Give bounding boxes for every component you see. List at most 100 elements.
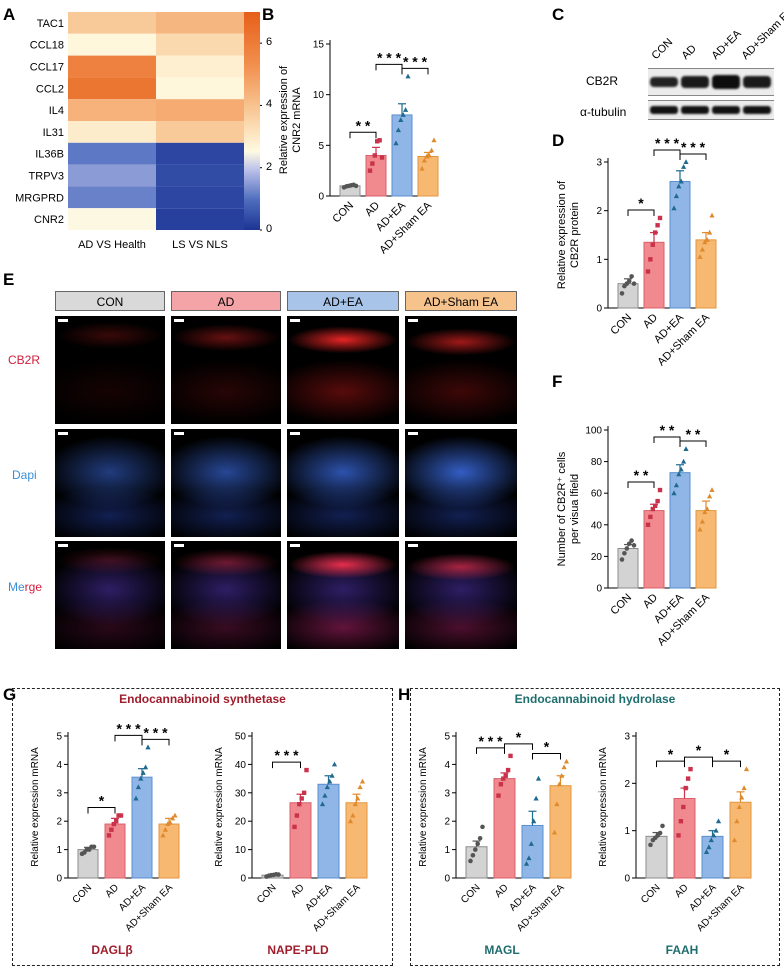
data-point [352,801,358,807]
y-tick-label: 5 [318,141,324,152]
bar [669,180,691,309]
data-point [475,841,480,847]
y-tick-label: 4 [56,760,62,771]
scale-bar [174,544,184,547]
data-point [622,550,627,556]
heatmap-row-label: CCL2 [36,83,64,95]
data-point [688,766,693,772]
micrograph-merge-con [55,541,165,649]
data-point [715,818,722,824]
data-point [468,858,473,864]
data-point [331,761,338,767]
data-point [327,778,333,784]
x-tick-label: CON [255,882,279,906]
significance-label: * [724,746,730,762]
data-point [106,833,112,838]
data-point [657,830,663,836]
data-point [713,827,719,833]
chart-cb2r-protein: 0 1 2 3 Relative expression of CB2R protein CO… [556,135,717,368]
x-tick-label: AD [641,592,660,611]
data-point [496,793,501,798]
data-point [648,514,653,520]
data-point [702,239,708,245]
data-point [657,215,663,221]
x-tick-label: AD [104,882,122,900]
y-tick-label: 20 [591,552,603,563]
header-ad: AD [171,291,281,311]
data-point [419,165,425,171]
data-point [528,841,534,846]
heatmap-row-label: IL31 [43,127,64,139]
scale-bar [290,432,300,435]
bar [549,785,572,879]
data-point [683,785,688,791]
data-point [673,193,679,199]
colorbar [244,12,260,230]
y-tick-label: 4 [444,760,450,771]
heatmap-row-label: TAC1 [37,18,64,30]
blot-label-tubulin: α-tubulin [580,105,627,119]
y-tick-label: 10 [235,845,247,856]
data-point [297,801,302,807]
y-tick-label: 0 [596,304,602,315]
data-point [650,242,655,247]
bar [617,283,639,309]
heatmap-cell [68,12,156,34]
bar [365,154,387,197]
data-point [165,821,171,827]
data-point [403,107,409,112]
significance-bracket [653,436,681,443]
data-point [276,872,281,877]
data-point [377,138,382,143]
data-point [375,139,380,144]
blot-lane-label: AD+Sham EA [739,5,784,62]
data-point [743,766,750,772]
x-tick-label: CON [608,312,634,338]
colorbar-tick-label: 2 [266,160,273,173]
data-point [702,509,708,515]
data-point [708,837,714,843]
data-point [109,827,114,832]
micrograph-dapi-ad-ea [287,429,399,537]
significance-bracket [504,743,533,750]
y-tick-label: 5 [56,732,62,743]
data-point [626,278,632,284]
micrograph-cb2r-ad [171,316,281,424]
data-point [91,844,97,850]
y-tick-label: 15 [313,40,325,51]
panel-label-f: F [552,372,563,391]
scale-bar [408,544,418,547]
data-point [629,274,634,279]
subchart-name: NAPE-PLD [267,943,329,957]
data-point [683,446,689,451]
bar [669,472,691,589]
data-point [704,506,710,511]
data-point [431,137,437,143]
heatmap-cell [68,142,156,165]
data-point [143,764,149,770]
data-point [678,819,684,824]
data-point [357,784,363,790]
data-point [551,829,558,835]
header-ad-ea: AD+EA [287,291,399,311]
data-point [353,183,359,189]
bar [317,783,340,879]
micrograph-dapi-ad [171,429,281,537]
x-tick-label: CON [330,200,356,226]
y-tick-label: 3 [624,732,630,743]
data-point [533,795,539,801]
y-tick-label: 2 [56,817,62,828]
data-point [736,804,742,809]
significance-label: * * * [478,733,503,749]
blot-lane-label: AD [679,42,699,62]
micrograph-merge-ad-sham [405,541,517,649]
bar [643,241,665,309]
x-tick-label: AD [289,882,307,900]
panel-label-e: E [3,270,15,289]
data-point [393,140,399,146]
data-point [498,782,504,787]
y-axis-label: Relative expression mRNA [214,747,225,867]
chart-nape-pld: 0 10 20 30 40 50 Relative expression mRNA CON AD… [214,732,368,957]
scale-bar [290,544,300,547]
